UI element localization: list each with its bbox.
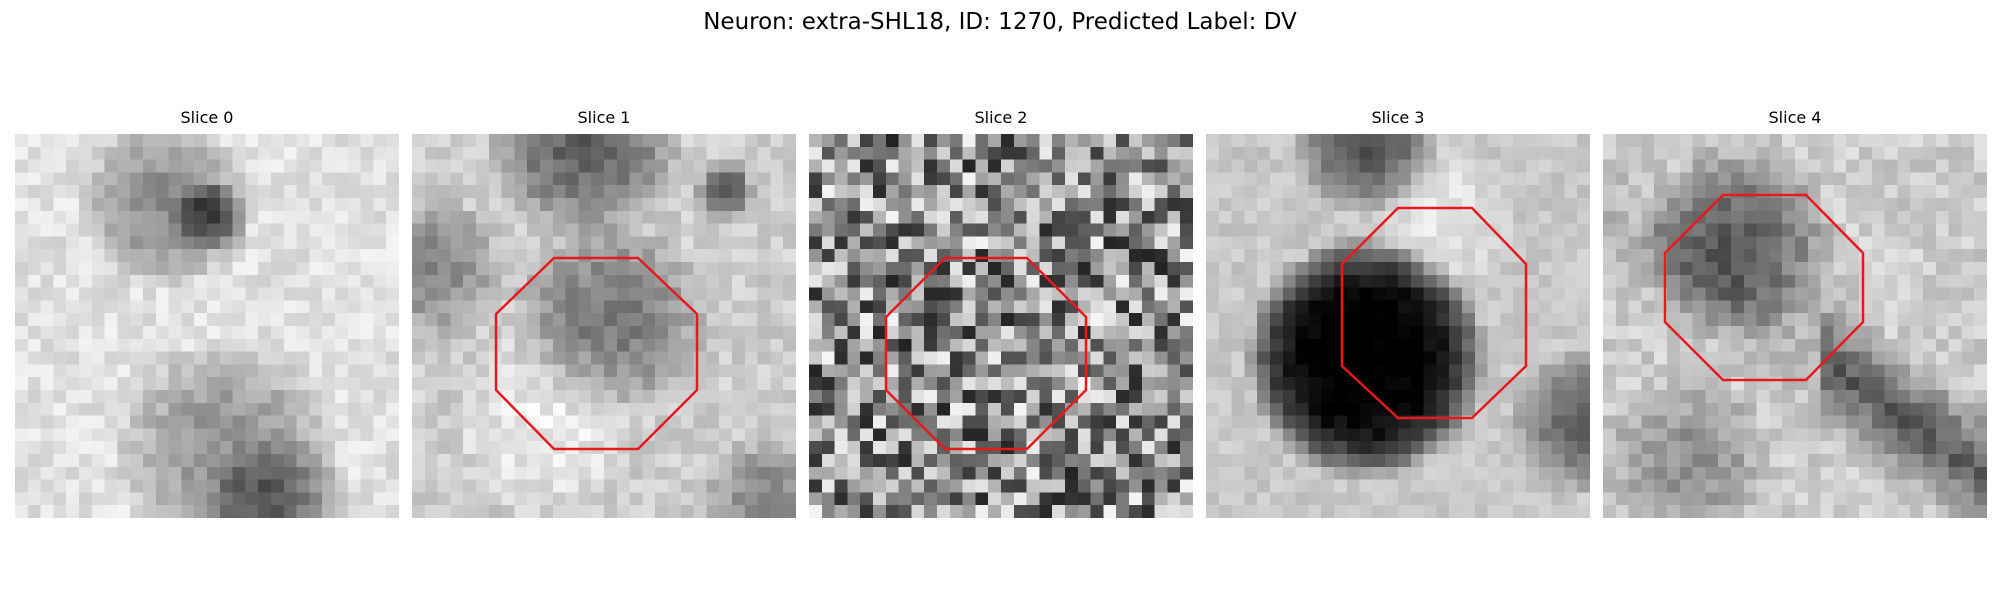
slice-image-1 (412, 134, 796, 518)
slice-title-1: Slice 1 (577, 108, 631, 127)
roi-octagon-4 (1663, 193, 1865, 382)
slice-image-4 (1603, 134, 1987, 518)
slice-panel-2: Slice 2 (809, 108, 1193, 518)
slice-image-2 (809, 134, 1193, 518)
slice-panel-1: Slice 1 (412, 108, 796, 518)
roi-octagon-3 (1340, 206, 1528, 420)
slice-title-2: Slice 2 (974, 108, 1028, 127)
slice-image-canvas-0 (15, 134, 399, 518)
slice-panel-3: Slice 3 (1206, 108, 1590, 518)
slice-title-3: Slice 3 (1371, 108, 1425, 127)
roi-octagon-2 (884, 256, 1088, 451)
slice-image-0 (15, 134, 399, 518)
slice-image-canvas-4 (1603, 134, 1987, 518)
slice-image-canvas-2 (809, 134, 1193, 518)
figure-title: Neuron: extra-SHL18, ID: 1270, Predicted… (703, 9, 1297, 35)
slice-image-canvas-1 (412, 134, 796, 518)
slice-title-4: Slice 4 (1768, 108, 1822, 127)
slice-panel-4: Slice 4 (1603, 108, 1987, 518)
slice-panel-0: Slice 0 (15, 108, 399, 518)
roi-octagon-1 (494, 256, 699, 451)
slice-title-0: Slice 0 (180, 108, 234, 127)
slice-image-3 (1206, 134, 1590, 518)
